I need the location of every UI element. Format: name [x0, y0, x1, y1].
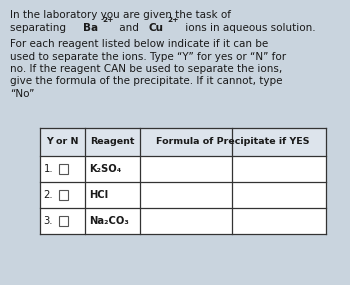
Text: 2+: 2+	[168, 17, 179, 23]
Text: K₂SO₄: K₂SO₄	[89, 164, 121, 174]
Bar	[59, 190, 69, 200]
Text: and: and	[117, 23, 142, 33]
Text: “No”: “No”	[10, 89, 34, 99]
Text: Na₂CO₃: Na₂CO₃	[89, 216, 128, 226]
Text: give the formula of the precipitate. If it cannot, type: give the formula of the precipitate. If …	[10, 76, 282, 87]
Text: HCI: HCI	[89, 190, 108, 200]
Text: no. If the reagent CAN be used to separate the ions,: no. If the reagent CAN be used to separa…	[10, 64, 282, 74]
Bar	[59, 164, 69, 174]
Text: Formula of Precipitate if YES: Formula of Precipitate if YES	[156, 137, 309, 146]
Text: In the laboratory you are given the task of: In the laboratory you are given the task…	[10, 10, 231, 20]
Text: separating: separating	[10, 23, 69, 33]
Bar	[41, 208, 326, 234]
Text: ions in aqueous solution.: ions in aqueous solution.	[182, 23, 316, 33]
Text: For each reagent listed below indicate if it can be: For each reagent listed below indicate i…	[10, 39, 268, 49]
Text: Y or N: Y or N	[47, 137, 79, 146]
Text: used to separate the ions. Type “Y” for yes or “N” for: used to separate the ions. Type “Y” for …	[10, 52, 286, 62]
Bar	[41, 182, 326, 208]
Text: Reagent: Reagent	[90, 137, 134, 146]
Text: 3.: 3.	[43, 216, 53, 226]
Text: Cu: Cu	[149, 23, 164, 33]
Bar	[59, 216, 69, 226]
Text: 2.: 2.	[43, 190, 53, 200]
Text: Ba: Ba	[83, 23, 98, 33]
Text: 2+: 2+	[102, 17, 114, 23]
Bar	[41, 128, 326, 156]
Text: 1.: 1.	[43, 164, 53, 174]
Bar	[41, 156, 326, 182]
